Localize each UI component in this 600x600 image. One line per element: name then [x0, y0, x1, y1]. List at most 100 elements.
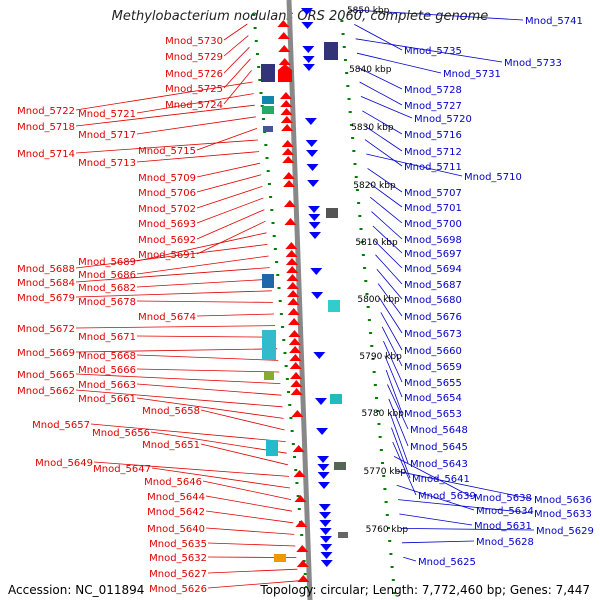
reverse-gene-arrow: [317, 472, 330, 479]
scale-label: 5840 kbp: [349, 65, 392, 75]
forward-gene-arrow: [286, 274, 299, 281]
reverse-gene-arrow: [308, 232, 321, 239]
gene-label-left: Mnod_5663: [78, 380, 136, 391]
gene-features: [252, 0, 396, 600]
gene-label-left: Mnod_5688: [17, 264, 75, 275]
label-leader-right: [403, 556, 417, 562]
tick-mark: [358, 215, 362, 217]
gene-label-right: Mnod_5673: [404, 329, 462, 340]
tick-mark: [352, 150, 356, 152]
label-leader-left: [200, 443, 288, 466]
forward-gene-arrow: [285, 250, 298, 257]
tick-mark: [382, 475, 386, 477]
gene-label-left: Mnod_5714: [17, 149, 75, 160]
reverse-gene-arrow: [308, 214, 321, 221]
tick-mark: [284, 365, 288, 367]
gene-label-left: Mnod_5657: [32, 420, 90, 431]
tick-mark: [381, 462, 385, 464]
gene-label-right: Mnod_5625: [418, 557, 476, 568]
label-leader-left: [136, 116, 256, 135]
label-leader-left: [75, 290, 272, 298]
scale-label: 5810 kbp: [355, 238, 398, 248]
tick-mark: [353, 163, 357, 165]
label-leader-right: [360, 96, 413, 119]
label-leader-left: [223, 70, 252, 105]
gene-label-left: Mnod_5644: [147, 492, 205, 503]
label-leader-left: [136, 300, 273, 303]
forward-gene-arrow: [289, 362, 302, 369]
tick-mark: [275, 261, 279, 263]
tick-mark: [291, 443, 295, 445]
forward-gene-arrow: [280, 100, 293, 107]
gene-label-left: Mnod_5715: [138, 146, 196, 157]
gene-label-left: Mnod_5626: [149, 584, 207, 595]
label-leader-right: [376, 268, 403, 300]
label-leader-left: [196, 209, 265, 240]
tick-mark: [304, 586, 308, 588]
genome-backbone: [286, 0, 313, 600]
gene-label-right: Mnod_5711: [404, 162, 462, 173]
forward-gene-arrow: [286, 266, 299, 273]
gene-label-left: Mnod_5658: [142, 406, 200, 417]
label-leader-left: [150, 431, 287, 454]
gene-label-left: Mnod_5662: [17, 386, 75, 397]
label-leader-left: [136, 232, 267, 262]
reverse-gene-arrow: [311, 292, 324, 299]
gene-label-right: Mnod_5639: [418, 491, 476, 502]
label-leader-left: [75, 373, 281, 384]
gene-label-right: Mnod_5720: [414, 114, 472, 125]
gene-block: [324, 42, 338, 60]
gene-label-right: Mnod_5631: [474, 521, 532, 532]
label-leader-right: [392, 441, 417, 496]
gene-label-left: Mnod_5656: [92, 428, 150, 439]
forward-gene-arrow: [288, 330, 301, 337]
gene-label-left: Mnod_5678: [78, 297, 136, 308]
label-leader-left: [75, 389, 283, 408]
scale-label: 5790 kbp: [359, 352, 402, 362]
tick-mark: [279, 313, 283, 315]
label-leader-left: [205, 495, 293, 512]
tick-mark: [282, 339, 286, 341]
gene-label-left: Mnod_5646: [144, 477, 202, 488]
reverse-gene-arrow: [302, 64, 315, 71]
tick-mark: [343, 59, 347, 61]
label-leader-left: [205, 510, 294, 524]
tick-mark: [354, 176, 358, 178]
gene-block: [266, 440, 278, 456]
reverse-gene-arrow: [306, 150, 319, 157]
forward-gene-arrow: [291, 410, 304, 417]
label-leader-right: [354, 24, 403, 51]
scale-label: 5850 kbp: [347, 6, 390, 16]
forward-gene-arrow: [296, 560, 309, 567]
label-leader-left: [136, 335, 277, 338]
label-leader-right: [355, 38, 503, 63]
reverse-gene-arrow: [317, 456, 330, 463]
tick-mark: [258, 79, 262, 81]
gene-label-right: Mnod_5633: [534, 509, 592, 520]
gene-label-left: Mnod_5729: [165, 52, 223, 63]
gene-block: [328, 300, 340, 312]
label-leader-left: [196, 220, 266, 255]
label-leader-right: [380, 312, 403, 351]
label-leader-left: [75, 325, 276, 329]
tick-mark: [372, 371, 376, 373]
gene-label-right: Mnod_5628: [476, 537, 534, 548]
tick-mark: [285, 378, 289, 380]
tick-mark: [383, 488, 387, 490]
forward-gene-arrow: [289, 346, 302, 353]
label-leader-right: [391, 427, 411, 479]
gene-label-left: Mnod_5691: [138, 250, 196, 261]
gene-label-left: Mnod_5709: [138, 173, 196, 184]
gene-label-right: Mnod_5654: [404, 393, 462, 404]
gene-label-left: Mnod_5692: [138, 235, 196, 246]
label-leader-left: [196, 313, 274, 317]
label-leader-right: [363, 124, 403, 152]
gene-block: [264, 372, 274, 380]
scale-label: 5830 kbp: [351, 123, 394, 133]
reverse-gene-arrow: [317, 482, 330, 489]
tick-mark: [390, 566, 394, 568]
tick-mark: [253, 27, 257, 29]
label-leader-left: [75, 267, 270, 283]
forward-gene-arrow: [286, 282, 299, 289]
